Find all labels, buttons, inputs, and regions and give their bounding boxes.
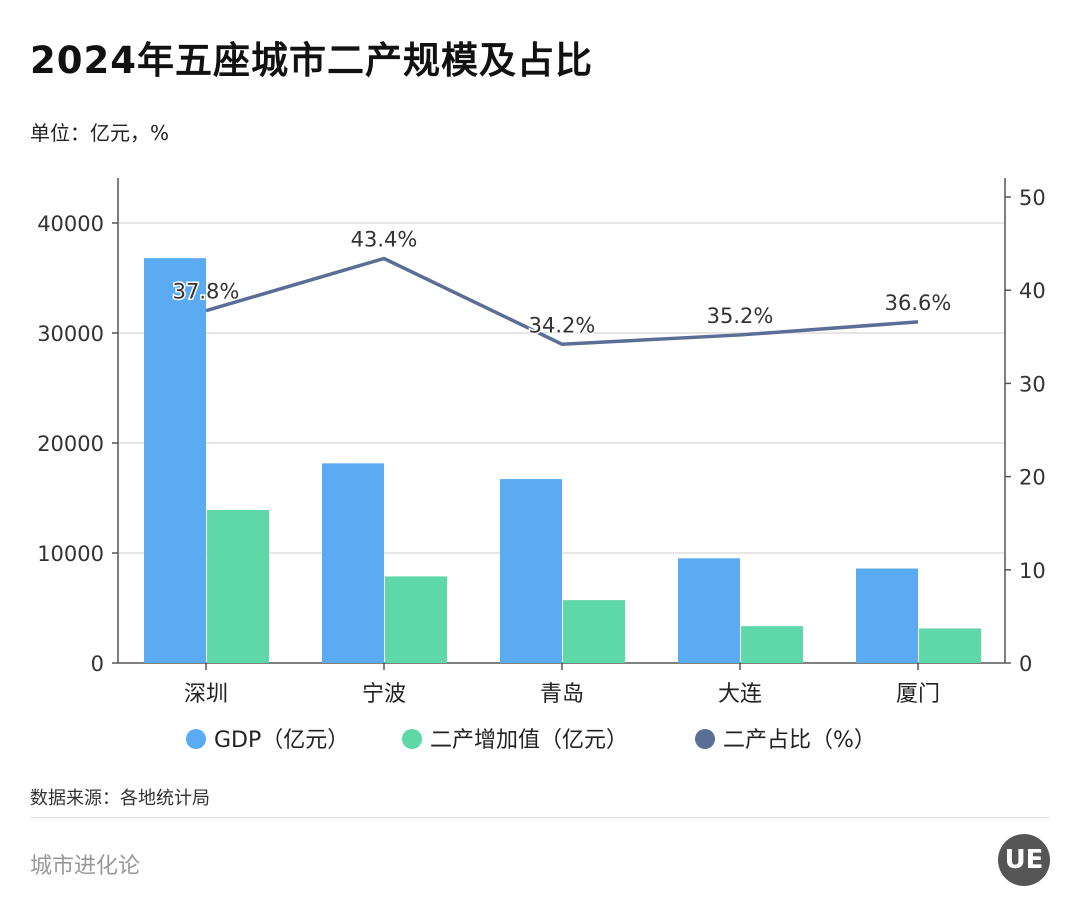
unit-label: 单位：亿元，% xyxy=(30,121,170,145)
right-tick-label: 40 xyxy=(1019,279,1046,303)
right-tick-label: 30 xyxy=(1019,372,1046,396)
left-tick-label: 40000 xyxy=(37,212,104,236)
bar-secondary-industry xyxy=(207,509,269,663)
divider xyxy=(30,817,1050,818)
left-tick-label: 0 xyxy=(91,652,104,676)
bar-secondary-industry xyxy=(563,600,625,663)
x-tick-label: 深圳 xyxy=(184,682,228,707)
bar-gdp xyxy=(144,258,206,663)
left-tick-label: 10000 xyxy=(37,542,104,566)
chart-svg: 0 10000 20000 30000 40000 0 10 20 30 40 50 深圳 宁波 青岛 大连… xyxy=(37,178,1046,753)
data-label: 35.2% xyxy=(707,304,774,328)
legend-label: 二产增加值（亿元） xyxy=(430,728,628,753)
brand-logo: UE xyxy=(998,834,1050,886)
data-label: 34.2% xyxy=(529,313,596,337)
left-tick-label: 30000 xyxy=(37,322,104,346)
data-label: 37.8% xyxy=(173,280,240,304)
left-tick-label: 20000 xyxy=(37,432,104,456)
x-tick-label: 宁波 xyxy=(362,682,406,707)
bar-secondary-industry xyxy=(919,628,981,663)
bar-gdp xyxy=(856,568,918,663)
legend-marker xyxy=(695,729,715,749)
footer-brand: 城市进化论 xyxy=(30,854,141,879)
data-label: 36.6% xyxy=(885,291,952,315)
legend-marker xyxy=(402,729,422,749)
right-tick-label: 20 xyxy=(1019,466,1046,490)
source-note: 数据来源：各地统计局 xyxy=(30,788,210,809)
bar-secondary-industry xyxy=(741,626,803,663)
bar-gdp xyxy=(500,479,562,663)
x-tick-label: 大连 xyxy=(718,682,762,707)
right-tick-label: 10 xyxy=(1019,559,1046,583)
right-tick-label: 0 xyxy=(1019,652,1032,676)
right-tick-label: 50 xyxy=(1019,186,1046,210)
bar-secondary-industry xyxy=(385,576,447,663)
line-share xyxy=(205,256,919,347)
bar-gdp xyxy=(678,558,740,663)
x-tick-label: 厦门 xyxy=(896,682,940,707)
legend-marker xyxy=(186,729,206,749)
data-label: 43.4% xyxy=(351,228,418,252)
x-tick-label: 青岛 xyxy=(540,682,584,707)
legend-label: GDP（亿元） xyxy=(214,728,349,753)
legend-label: 二产占比（%） xyxy=(723,728,876,753)
chart-title: 2024年五座城市二产规模及占比 xyxy=(30,39,593,82)
bar-gdp xyxy=(322,463,384,663)
